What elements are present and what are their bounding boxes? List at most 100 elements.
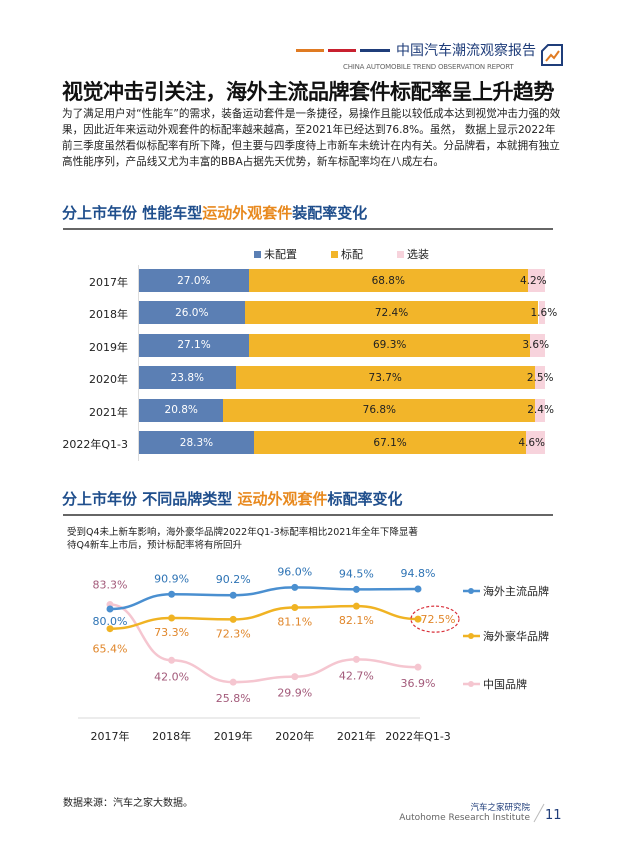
legend-swatch	[397, 251, 404, 258]
data-label: 72.4%	[374, 306, 409, 319]
data-label: 76.8%	[362, 404, 397, 417]
legend-label: 标配	[341, 248, 363, 261]
divider	[63, 228, 553, 230]
data-label: 67.1%	[373, 436, 407, 449]
page-number: 11	[545, 808, 562, 823]
data-label: 65.4%	[93, 643, 128, 656]
bar-segment: 27.1%	[139, 333, 250, 357]
data-point	[229, 591, 237, 599]
data-label: 82.1%	[339, 614, 374, 627]
data-label: 20.8%	[164, 404, 198, 417]
data-label: 73.3%	[154, 626, 189, 639]
bar-segment: 2.4%	[527, 398, 554, 422]
category-label: 2022年Q1-3	[62, 438, 128, 451]
data-label: 90.2%	[216, 573, 251, 586]
bar-segment: 72.4%	[244, 301, 539, 325]
x-tick-label: 2022年Q1-3	[385, 729, 451, 743]
data-label: 94.8%	[401, 567, 436, 580]
bar-segment: 23.8%	[139, 366, 236, 390]
bar-segment: 4.6%	[518, 431, 545, 454]
legend-label: 选装	[407, 248, 429, 261]
bar-segment: 26.0%	[139, 301, 245, 325]
bar-segment: 2.5%	[527, 366, 554, 390]
data-label: 90.9%	[154, 572, 189, 585]
footer-org-en: Autohome Research Institute	[399, 813, 530, 823]
legend-label: 海外豪华品牌	[483, 629, 549, 643]
category-label: 2017年	[89, 276, 128, 289]
data-label: 73.7%	[368, 371, 402, 384]
data-label: 4.2%	[519, 274, 547, 287]
data-point	[414, 585, 422, 593]
legend-swatch	[331, 251, 338, 258]
data-source: 数据来源：汽车之家大数据。	[63, 798, 193, 809]
legend-item: 未配置	[254, 246, 297, 262]
x-tick-label: 2018年	[152, 729, 191, 743]
data-label: 27.1%	[177, 339, 211, 352]
data-label: 28.3%	[179, 436, 214, 449]
chart-annotation: 受到Q4未上新车影响，海外豪华品牌2022年Q1-3标配率相比2021年全年下降…	[67, 527, 418, 551]
section-title-1: 分上市年份 性能车型运动外观套件装配率变化	[62, 202, 367, 223]
data-point	[106, 605, 114, 613]
bar-segment: 4.2%	[520, 269, 547, 292]
axis-line	[138, 265, 139, 461]
data-point	[106, 625, 114, 633]
data-label: 1.6%	[530, 306, 558, 319]
data-point	[352, 655, 360, 663]
bar-segment: 73.7%	[235, 366, 535, 390]
legend-label: 海外主流品牌	[483, 584, 549, 598]
data-label: 68.8%	[371, 274, 405, 287]
legend-label: 中国品牌	[483, 677, 527, 691]
data-label: 83.3%	[93, 579, 128, 592]
data-label: 36.9%	[401, 677, 436, 690]
category-label: 2019年	[89, 340, 128, 354]
bar-segment: 28.3%	[139, 431, 254, 454]
data-point	[229, 615, 237, 623]
data-label: 72.5%	[421, 613, 456, 626]
x-tick-label: 2021年	[337, 729, 376, 743]
highlight-ellipse	[410, 605, 460, 633]
data-point	[291, 673, 299, 681]
legend-marker	[468, 681, 474, 687]
data-label: 4.6%	[518, 436, 545, 449]
legend-swatch	[254, 251, 261, 258]
data-point	[414, 615, 422, 623]
bar-segment: 20.8%	[139, 398, 224, 422]
footer-org-cn: 汽车之家研究院	[470, 803, 530, 813]
data-point	[168, 656, 176, 664]
section-title-highlight: 运动外观套件	[237, 490, 328, 508]
data-point	[291, 604, 299, 612]
bar-segment: 68.8%	[248, 269, 528, 292]
x-tick-label: 2017年	[91, 729, 130, 743]
report-title: 中国汽车潮流观察报告	[396, 43, 536, 59]
category-label: 2018年	[89, 308, 128, 322]
section-title-part: 标配率变化	[327, 490, 403, 508]
data-label: 42.0%	[154, 670, 189, 683]
bar-segment: 69.3%	[249, 333, 531, 357]
data-point	[352, 602, 360, 610]
bar-segment: 67.1%	[253, 431, 527, 454]
header-bar-orange	[296, 49, 324, 52]
legend-marker	[468, 633, 474, 639]
data-label: 3.6%	[522, 339, 550, 352]
data-label: 80.0%	[93, 615, 128, 628]
section-title-2: 分上市年份 不同品牌类型 运动外观套件标配率变化	[62, 488, 402, 509]
data-point	[168, 614, 176, 622]
section-title-highlight: 运动外观套件	[202, 204, 293, 222]
bar-segment: 1.6%	[531, 301, 557, 325]
divider	[63, 514, 553, 516]
body-paragraph: 为了满足用户对“性能车”的需求，装备运动套件是一条捷径，易操作且能以较低成本达到…	[62, 108, 561, 168]
data-label: 2.4%	[527, 404, 554, 417]
data-label: 72.3%	[216, 627, 251, 640]
data-label: 27.0%	[177, 274, 211, 287]
x-tick-label: 2019年	[214, 729, 253, 743]
bar-segment: 3.6%	[522, 333, 549, 357]
data-label: 2.5%	[526, 371, 554, 384]
section-title-part: 分上市年份 性能车型	[62, 204, 203, 222]
data-label: 29.9%	[277, 687, 312, 700]
legend-label: 未配置	[264, 248, 297, 261]
legend-item: 选装	[397, 246, 429, 262]
data-point	[414, 663, 422, 671]
data-label: 94.5%	[339, 567, 374, 580]
series-line	[109, 586, 419, 611]
